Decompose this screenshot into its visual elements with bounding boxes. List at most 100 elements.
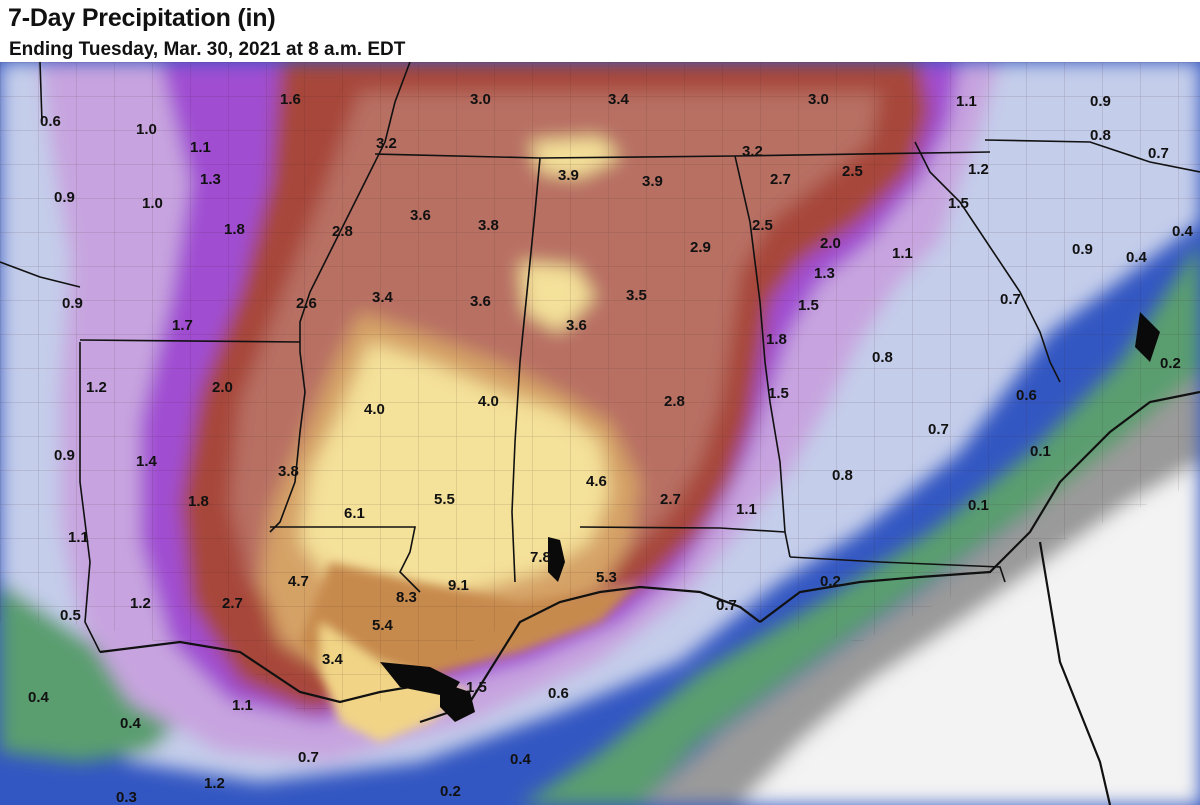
precip-label: 0.9 — [54, 447, 75, 464]
precip-label: 0.7 — [716, 597, 737, 614]
precip-label: 1.5 — [466, 679, 487, 696]
precip-label: 0.6 — [40, 113, 61, 130]
precip-label: 2.8 — [664, 393, 685, 410]
la-ms-border — [270, 526, 421, 593]
precip-label: 0.2 — [820, 573, 841, 590]
precip-label: 0.4 — [1126, 249, 1148, 266]
precip-label: 0.7 — [1148, 145, 1169, 162]
precip-label: 0.6 — [1016, 387, 1037, 404]
precip-label: 3.5 — [626, 287, 647, 304]
precip-label: 1.8 — [188, 493, 209, 510]
precip-label: 2.9 — [690, 239, 711, 256]
precip-label: 1.2 — [86, 379, 107, 396]
precip-label: 1.1 — [956, 93, 977, 110]
precip-label: 0.8 — [1090, 127, 1111, 144]
precip-label: 3.2 — [376, 135, 397, 152]
precip-label: 1.4 — [136, 453, 158, 470]
precip-label: 1.0 — [142, 195, 163, 212]
precip-label: 1.3 — [200, 171, 221, 188]
precip-label: 1.8 — [224, 221, 245, 238]
precip-label: 5.5 — [434, 491, 455, 508]
precip-label: 1.2 — [130, 595, 151, 612]
precip-label: 0.2 — [440, 783, 461, 800]
precip-label: 2.7 — [660, 491, 681, 508]
precip-label: 1.1 — [892, 245, 913, 262]
precip-label: 0.4 — [510, 751, 532, 768]
precip-label: 0.7 — [298, 749, 319, 766]
ar-la-border — [79, 339, 301, 343]
state-borders — [0, 62, 1200, 653]
precip-label: 3.9 — [558, 167, 579, 184]
precip-label: 2.8 — [332, 223, 353, 240]
precip-label: 1.5 — [798, 297, 819, 314]
west-vertical-border — [39, 62, 43, 123]
ms-al-border — [511, 157, 541, 583]
precip-label: 3.0 — [808, 91, 829, 108]
precip-label: 2.5 — [752, 217, 773, 234]
precip-label: 2.7 — [222, 595, 243, 612]
ga-sc-border — [914, 141, 1061, 383]
precip-label: 0.9 — [1090, 93, 1111, 110]
precip-label: 4.7 — [288, 573, 309, 590]
precip-label: 0.2 — [1160, 355, 1181, 372]
al-ga-border — [734, 155, 791, 558]
map-subtitle: Ending Tuesday, Mar. 30, 2021 at 8 a.m. … — [9, 39, 406, 60]
nc-sound — [1135, 312, 1160, 362]
precip-label: 0.7 — [1000, 291, 1021, 308]
precip-label: 0.5 — [60, 607, 81, 624]
county-grid — [0, 62, 1200, 712]
band-white-florida — [740, 462, 1200, 805]
precip-label: 1.3 — [814, 265, 835, 282]
precip-label: 3.4 — [372, 289, 394, 306]
precip-label: 0.8 — [872, 349, 893, 366]
precip-label: 3.8 — [478, 217, 499, 234]
precip-label: 3.6 — [566, 317, 587, 334]
mobile-bay — [548, 537, 565, 582]
precip-label: 0.1 — [1030, 443, 1051, 460]
precip-label: 2.5 — [842, 163, 863, 180]
mississippi-river-border — [269, 62, 411, 533]
precip-label: 0.9 — [62, 295, 83, 312]
precip-label: 1.2 — [968, 161, 989, 178]
mississippi-delta — [440, 682, 475, 722]
precip-label: 1.1 — [190, 139, 211, 156]
precip-label: 1.1 — [736, 501, 757, 518]
precip-label: 3.6 — [410, 207, 431, 224]
precip-label: 1.5 — [768, 385, 789, 402]
precip-label: 4.0 — [364, 401, 385, 418]
precip-label: 2.7 — [770, 171, 791, 188]
ok-tx-border — [0, 261, 81, 288]
precip-label: 3.0 — [470, 91, 491, 108]
precip-label: 0.9 — [1072, 241, 1093, 258]
precip-label: 0.1 — [968, 497, 989, 514]
band-green-west — [0, 582, 200, 762]
precip-label: 1.5 — [948, 195, 969, 212]
precip-label: 4.6 — [586, 473, 607, 490]
precip-label: 4.0 — [478, 393, 499, 410]
tx-la-border — [79, 342, 101, 653]
ga-fl-border — [789, 556, 1006, 583]
precip-label: 3.6 — [470, 293, 491, 310]
map-title: 7-Day Precipitation (in) — [8, 4, 276, 32]
precip-label: 8.3 — [396, 589, 417, 606]
al-fl-panhandle-border — [579, 526, 786, 533]
precipitation-map: 0.6 1.6 3.0 3.4 3.0 1.1 0.9 1.0 0.8 0.7 … — [0, 62, 1200, 805]
precip-label: 2.6 — [296, 295, 317, 312]
precip-label: 0.9 — [54, 189, 75, 206]
precip-label: 2.0 — [212, 379, 233, 396]
precip-label: 1.1 — [232, 697, 253, 714]
precip-label: 3.4 — [322, 651, 344, 668]
water-bodies — [380, 312, 1160, 722]
precip-label: 3.8 — [278, 463, 299, 480]
precip-label: 2.0 — [820, 235, 841, 252]
precip-label: 0.3 — [116, 789, 137, 805]
precip-label: 1.8 — [766, 331, 787, 348]
precip-label: 1.2 — [204, 775, 225, 792]
precip-label: 3.2 — [742, 143, 763, 160]
precip-label: 6.1 — [344, 505, 365, 522]
precip-label: 1.0 — [136, 121, 157, 138]
precip-label: 1.6 — [280, 91, 301, 108]
precip-label: 7.8 — [530, 549, 551, 566]
precip-label: 1.1 — [68, 529, 89, 546]
precip-label: 5.3 — [596, 569, 617, 586]
